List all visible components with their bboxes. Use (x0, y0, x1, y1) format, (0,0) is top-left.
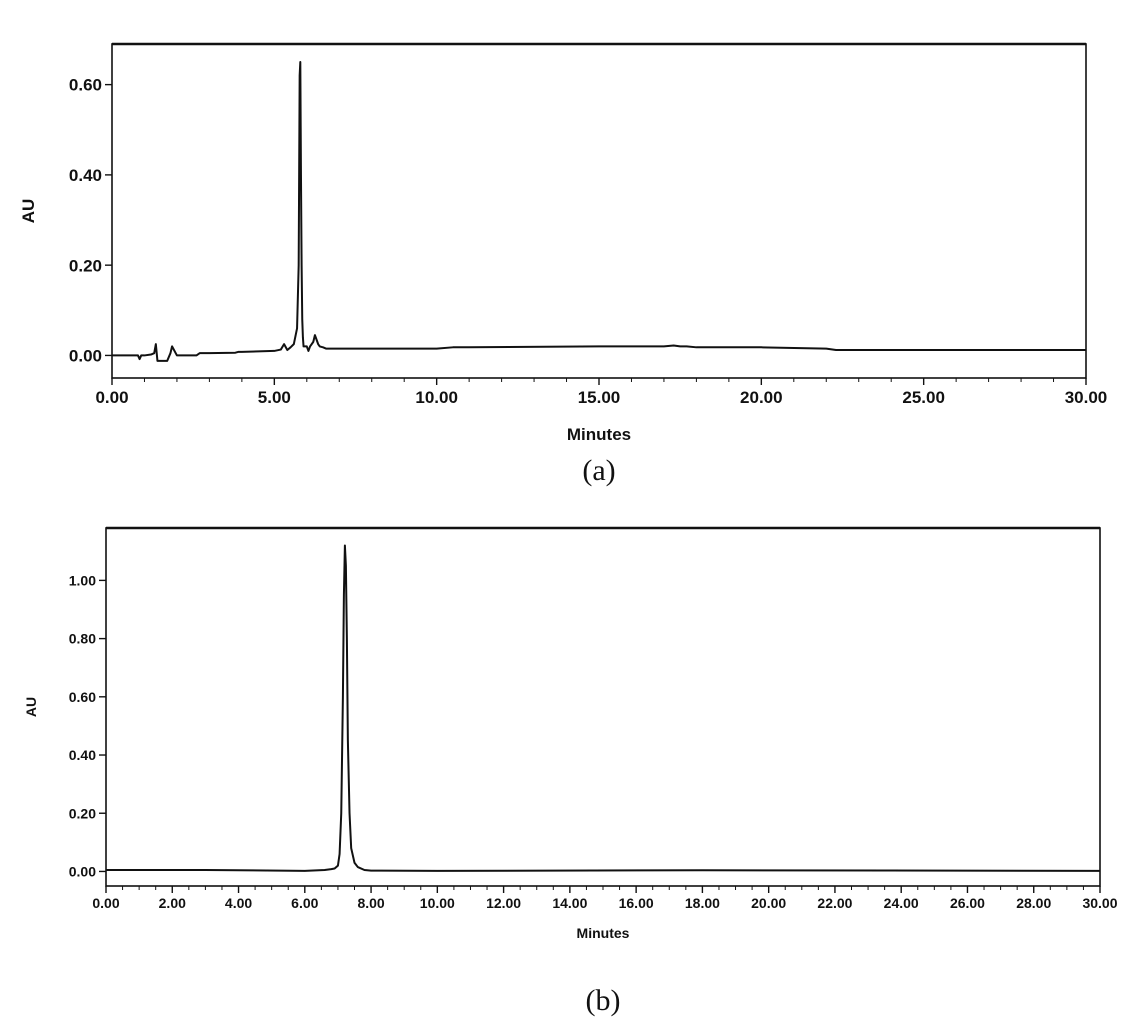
chart-a: 0.00 5.00 10.00 15.00 20.00 25.00 30.00 0.00 0.2… (19, 42, 1108, 487)
x-tick-label: 20.00 (740, 388, 783, 407)
x-tick-label: 28.00 (1016, 895, 1051, 911)
x-tick-label: 30.00 (1082, 895, 1117, 911)
x-tick-label: 2.00 (159, 895, 186, 911)
x-tick-label: 14.00 (552, 895, 587, 911)
x-tick-label: 8.00 (357, 895, 384, 911)
y-tick-label: 0.00 (69, 863, 96, 879)
x-tick-label: 6.00 (291, 895, 318, 911)
x-tick-label: 15.00 (578, 388, 621, 407)
chromatogram-trace (106, 544, 1101, 872)
x-axis-label: Minutes (567, 425, 631, 444)
x-tick-label: 10.00 (415, 388, 458, 407)
x-tick-label: 20.00 (751, 895, 786, 911)
x-tick-label: 24.00 (884, 895, 919, 911)
y-tick-label: 0.40 (69, 747, 96, 763)
x-tick-label: 26.00 (950, 895, 985, 911)
x-tick-label: 16.00 (619, 895, 654, 911)
x-tick-label: 0.00 (95, 388, 128, 407)
y-tick-label: 1.00 (69, 572, 96, 588)
x-axis-label: Minutes (577, 925, 630, 941)
plot-frame (105, 527, 1101, 887)
y-tick-label: 0.60 (69, 76, 102, 95)
y-tick-label: 0.60 (69, 689, 96, 705)
y-tick-label: 0.20 (69, 805, 96, 821)
x-tick-label: 30.00 (1065, 388, 1108, 407)
y-axis-label: AU (19, 199, 38, 224)
y-tick-label: 0.80 (69, 631, 96, 647)
plot-frame (111, 43, 1087, 379)
x-tick-label: 18.00 (685, 895, 720, 911)
y-tick-label: 0.20 (69, 256, 102, 275)
chart-b: 0.00 2.00 4.00 6.00 8.00 10.00 12.00 14.00 16.00… (23, 526, 1118, 1017)
y-tick-label: 0.40 (69, 166, 102, 185)
figure-caption: (b) (586, 984, 621, 1017)
x-tick-label: 10.00 (420, 895, 455, 911)
x-tick-label: 25.00 (902, 388, 945, 407)
y-tick-label: 0.00 (69, 347, 102, 366)
x-tick-label: 4.00 (225, 895, 252, 911)
figure-caption: (a) (582, 454, 615, 487)
x-tick-label: 0.00 (92, 895, 119, 911)
x-tick-label: 5.00 (258, 388, 291, 407)
x-tick-label: 22.00 (817, 895, 852, 911)
y-axis-label: AU (23, 697, 39, 717)
x-tick-label: 12.00 (486, 895, 521, 911)
chromatogram-trace (112, 61, 1086, 362)
